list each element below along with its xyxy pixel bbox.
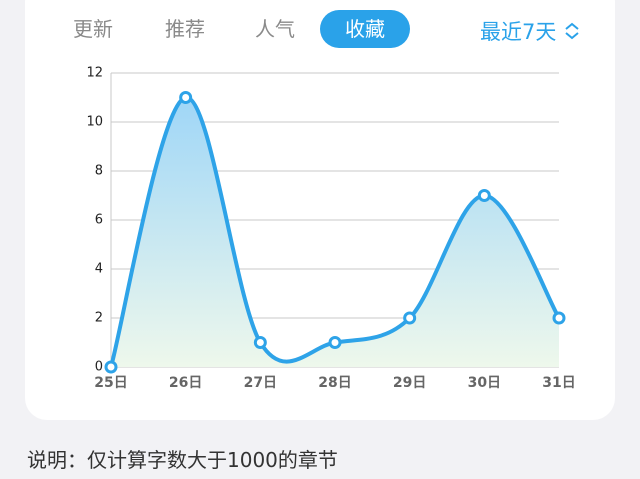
x-tick-label: 26日 [169, 375, 202, 391]
y-tick-label: 8 [95, 164, 103, 179]
x-tick-label: 31日 [542, 375, 575, 391]
point [477, 189, 491, 202]
y-tick-label: 0 [95, 360, 103, 375]
point [253, 336, 267, 349]
range-selector[interactable]: 最近7天 [480, 14, 582, 50]
y-tick-label: 4 [95, 262, 103, 277]
tab[interactable]: 推荐 [165, 17, 205, 41]
y-tick-label: 6 [95, 213, 103, 228]
x-tick-label: 29日 [393, 375, 426, 391]
tab[interactable]: 收藏 [320, 10, 410, 48]
tab[interactable]: 人气 [255, 17, 295, 41]
chevron-icon[interactable] [562, 21, 582, 41]
point [403, 311, 417, 325]
y-tick-label: 2 [95, 311, 103, 326]
tab[interactable]: 更新 [73, 17, 113, 41]
area [111, 97, 559, 367]
x-tick-label: 25日 [94, 375, 127, 391]
point [328, 336, 342, 349]
y-tick-label: 10 [86, 115, 103, 130]
point [552, 311, 566, 325]
x-tick-label: 30日 [468, 375, 501, 391]
point [179, 91, 193, 104]
point [104, 360, 118, 374]
chart: 0 2 4 6 8 10 12 25日 26日 27日 28日 29日 30日 31日 [86, 66, 575, 392]
x-tick-label: 27日 [244, 375, 277, 391]
y-tick-label: 12 [86, 66, 103, 81]
x-tick-label: 28日 [318, 375, 351, 391]
range-label[interactable]: 最近7天 [480, 20, 557, 44]
note: 说明：仅计算字数大于1000的章节 [27, 448, 338, 472]
